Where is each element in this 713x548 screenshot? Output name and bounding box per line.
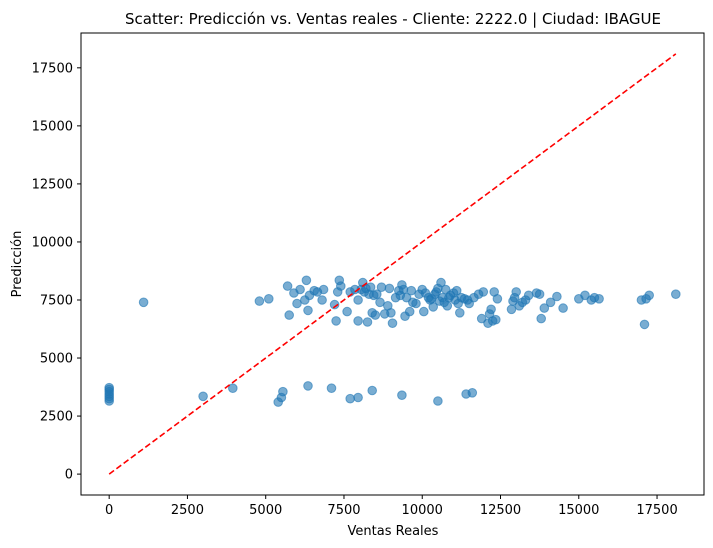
data-point bbox=[365, 282, 376, 293]
data-point bbox=[303, 381, 313, 391]
data-point bbox=[264, 294, 274, 304]
data-point bbox=[386, 308, 396, 318]
data-point bbox=[284, 310, 295, 320]
data-point bbox=[278, 386, 288, 397]
y-tick-label: 0 bbox=[65, 468, 73, 483]
data-point bbox=[295, 284, 305, 295]
data-point bbox=[384, 283, 395, 294]
data-point bbox=[353, 392, 363, 403]
data-point bbox=[292, 298, 302, 309]
data-point bbox=[397, 390, 407, 401]
data-point bbox=[428, 302, 439, 312]
data-point bbox=[580, 290, 590, 301]
data-point bbox=[552, 291, 562, 302]
data-point bbox=[345, 393, 356, 404]
data-point bbox=[451, 285, 462, 296]
data-point bbox=[372, 289, 382, 300]
data-point bbox=[486, 304, 496, 315]
data-point bbox=[228, 383, 238, 394]
data-point bbox=[639, 319, 650, 330]
data-point bbox=[367, 385, 378, 396]
data-point bbox=[398, 284, 409, 295]
data-point bbox=[467, 388, 478, 398]
data-point bbox=[594, 294, 604, 304]
x-tick-label: 5000 bbox=[249, 503, 282, 518]
y-tick-label: 7500 bbox=[40, 293, 73, 308]
data-point bbox=[317, 295, 327, 305]
y-tick-label: 12500 bbox=[32, 177, 73, 192]
y-tick-label: 2500 bbox=[40, 410, 73, 425]
plot-frame bbox=[80, 32, 705, 496]
x-tick-label: 0 bbox=[105, 503, 113, 518]
chart-title: Scatter: Predicción vs. Ventas reales - … bbox=[125, 10, 661, 28]
data-point bbox=[536, 313, 547, 324]
reference-line-layer bbox=[108, 53, 677, 475]
data-point bbox=[478, 287, 489, 297]
data-point bbox=[404, 306, 415, 317]
x-tick-label: 7500 bbox=[327, 503, 360, 518]
data-point bbox=[329, 299, 340, 310]
x-tick-label: 2500 bbox=[171, 503, 204, 518]
data-point bbox=[419, 306, 429, 317]
data-point bbox=[376, 282, 387, 293]
data-point bbox=[558, 303, 568, 313]
data-point bbox=[455, 308, 465, 318]
x-axis-label: Ventas Reales bbox=[348, 524, 439, 539]
y-axis-ticks: 0 2500 5000 7500 10000 12500 15000 17500 bbox=[32, 61, 81, 483]
data-point bbox=[370, 310, 381, 320]
y-axis-label: Predicción bbox=[10, 231, 25, 298]
data-point bbox=[476, 313, 487, 324]
x-tick-label: 12500 bbox=[480, 503, 521, 518]
data-point bbox=[534, 289, 545, 300]
data-point bbox=[506, 304, 517, 315]
data-point bbox=[331, 316, 341, 326]
data-point bbox=[318, 284, 329, 295]
data-point bbox=[198, 391, 208, 402]
data-point bbox=[545, 297, 556, 308]
data-point bbox=[523, 290, 534, 301]
data-point bbox=[303, 305, 313, 316]
reference-line bbox=[108, 53, 677, 475]
data-point bbox=[326, 383, 337, 394]
x-axis-ticks: 0 2500 5000 7500 10000 12500 15000 17500 bbox=[105, 495, 678, 518]
data-point bbox=[336, 281, 346, 291]
data-point bbox=[353, 295, 363, 305]
data-point bbox=[433, 396, 443, 406]
data-point bbox=[301, 275, 312, 286]
data-point bbox=[375, 297, 385, 308]
y-tick-label: 17500 bbox=[32, 61, 73, 76]
data-point bbox=[442, 301, 453, 311]
data-point bbox=[362, 317, 373, 327]
data-point bbox=[436, 277, 446, 288]
points-layer bbox=[104, 275, 681, 407]
data-point bbox=[254, 296, 265, 306]
x-tick-label: 17500 bbox=[636, 503, 677, 518]
data-point bbox=[342, 306, 352, 317]
y-tick-label: 5000 bbox=[40, 352, 73, 367]
x-tick-label: 15000 bbox=[558, 503, 599, 518]
data-point bbox=[138, 297, 149, 308]
data-point bbox=[492, 294, 503, 304]
data-point bbox=[539, 303, 550, 313]
y-tick-label: 15000 bbox=[32, 119, 73, 134]
data-point bbox=[282, 281, 293, 291]
data-point bbox=[511, 287, 522, 297]
data-point bbox=[644, 290, 655, 301]
data-point bbox=[353, 316, 363, 326]
y-tick-label: 10000 bbox=[32, 235, 73, 250]
data-point bbox=[671, 289, 681, 300]
data-point bbox=[491, 314, 501, 325]
data-point bbox=[387, 318, 398, 329]
x-tick-label: 10000 bbox=[402, 503, 443, 518]
data-point bbox=[406, 285, 417, 296]
data-point bbox=[411, 298, 421, 309]
data-point bbox=[104, 382, 114, 393]
